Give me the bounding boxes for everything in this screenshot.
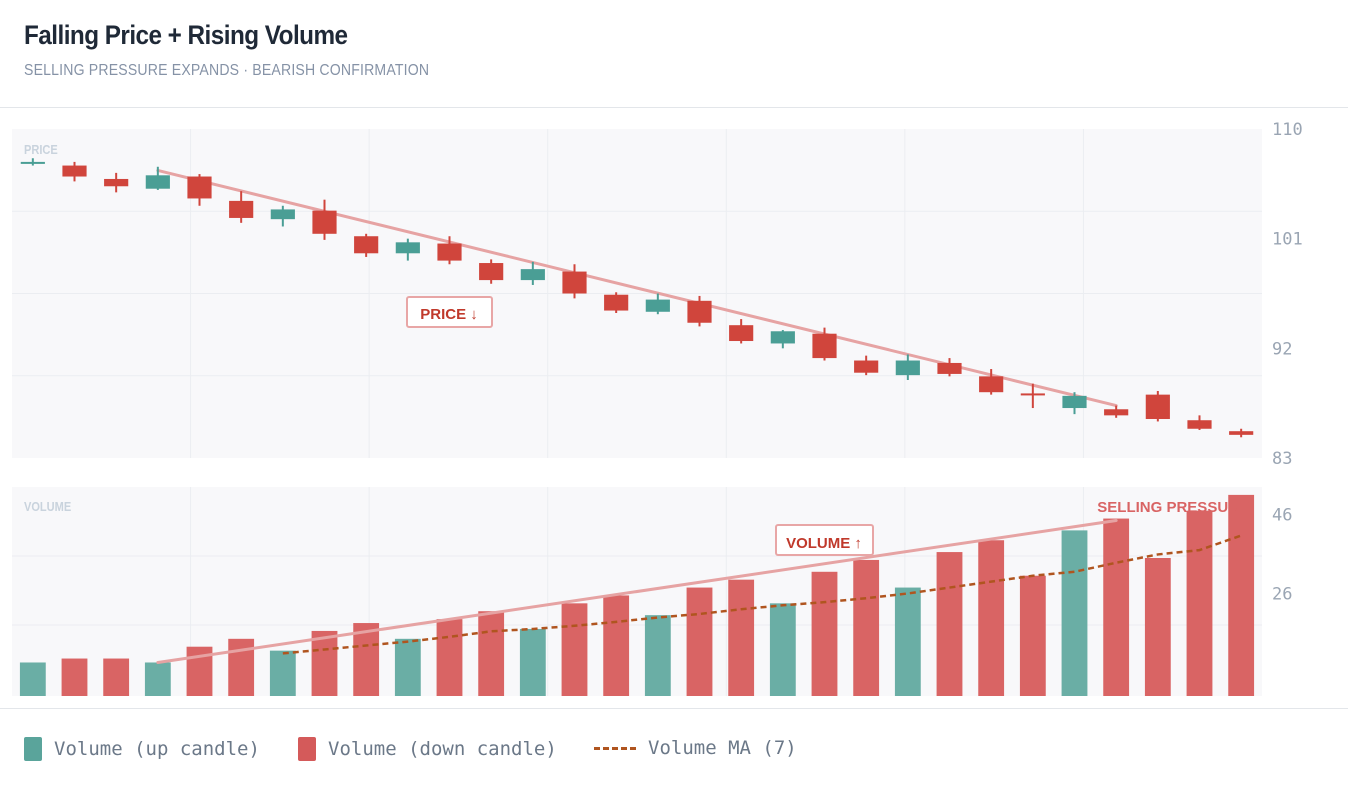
chart-subtitle: SELLING PRESSURE EXPANDS · BEARISH CONFI…	[24, 62, 430, 79]
chart-area: PRICE VOLUME 110 101 92 83 46 26 PRICE ↓ VOLUME ↑…	[12, 120, 1303, 696]
volume-bar	[519, 628, 546, 696]
candle-body	[1187, 420, 1212, 429]
candle-body	[229, 200, 254, 218]
volume-bar	[394, 638, 421, 696]
candle-body	[270, 209, 295, 220]
legend-swatch-up	[24, 737, 42, 761]
volume-panel-label: VOLUME	[24, 499, 71, 514]
candle-body	[395, 242, 420, 254]
candle-body	[187, 176, 212, 199]
candle-body	[645, 299, 670, 312]
legend-label-up: Volume (up candle)	[54, 738, 260, 760]
volume-tick-label: 46	[1272, 506, 1292, 526]
volume-bar	[1103, 518, 1130, 696]
chart-header: Falling Price + Rising Volume SELLING PR…	[0, 0, 1348, 108]
candle-body	[104, 178, 129, 187]
candle-body	[20, 161, 45, 164]
volume-bar	[1144, 557, 1171, 696]
candle-body	[1062, 395, 1087, 409]
price-annotation: PRICE ↓	[420, 306, 478, 323]
volume-bar	[61, 658, 88, 696]
volume-bar	[1228, 494, 1255, 696]
volume-annotation: VOLUME ↑	[786, 535, 862, 552]
volume-bar	[144, 662, 171, 696]
volume-bar	[103, 658, 130, 696]
legend-item-up: Volume (up candle)	[24, 737, 260, 761]
volume-bar	[561, 603, 588, 696]
volume-bar	[936, 552, 963, 696]
candle-body	[979, 376, 1004, 393]
candle-body	[812, 333, 837, 359]
candle-body	[604, 294, 629, 311]
selling-pressure-tag: SELLING PRESSURE	[1097, 499, 1249, 516]
volume-ma-line	[282, 534, 1242, 655]
candle-body	[729, 325, 754, 342]
candle-body	[1145, 394, 1170, 420]
volume-bar	[644, 615, 671, 696]
candle-body	[62, 165, 87, 177]
legend-swatch-down	[298, 737, 316, 761]
chart-title: Falling Price + Rising Volume	[24, 20, 348, 50]
volume-bar	[269, 650, 296, 696]
volume-bar	[478, 611, 505, 696]
candle-body	[312, 210, 337, 234]
volume-bar	[769, 603, 796, 696]
candle-body	[1229, 431, 1254, 435]
candle-body	[1020, 393, 1045, 396]
candle-body	[854, 360, 879, 373]
candle-body	[145, 175, 170, 189]
volume-bar	[19, 662, 46, 696]
volume-bar	[436, 619, 463, 696]
volume-annotation-box	[775, 524, 874, 556]
candle-body	[687, 300, 712, 323]
candle-body	[937, 362, 962, 374]
price-tick-label: 101	[1272, 230, 1303, 250]
candle-body	[562, 271, 587, 294]
legend-label-ma: Volume MA (7)	[648, 737, 797, 759]
volume-tick-label: 26	[1272, 584, 1292, 604]
volume-bar	[311, 630, 338, 696]
volume-bar	[811, 571, 838, 696]
volume-bar	[1019, 575, 1046, 696]
candle-body	[895, 360, 920, 376]
volume-bar	[978, 540, 1005, 696]
price-tick-label: 83	[1272, 449, 1292, 469]
volume-bar	[353, 623, 380, 696]
volume-bar	[894, 587, 921, 696]
volume-bar	[686, 587, 713, 696]
candle-body	[437, 243, 462, 261]
price-tick-label: 110	[1272, 120, 1303, 140]
volume-bar	[603, 595, 630, 696]
legend-item-ma: Volume MA (7)	[594, 737, 797, 759]
candle-body	[479, 263, 504, 281]
legend-swatch-ma	[594, 746, 636, 750]
candle-body	[354, 236, 379, 254]
volume-bar	[1061, 530, 1088, 696]
volume-bar	[728, 579, 755, 696]
price-tick-label: 92	[1272, 339, 1292, 359]
candle-body	[1104, 409, 1129, 416]
volume-trend-line	[156, 519, 1118, 664]
legend-label-down: Volume (down candle)	[328, 738, 557, 760]
candle-body	[770, 331, 795, 344]
candle-body	[520, 269, 545, 281]
chart-legend: Volume (up candle) Volume (down candle) …	[0, 708, 1348, 787]
legend-item-down: Volume (down candle)	[298, 737, 557, 761]
price-annotation-box	[406, 296, 493, 328]
price-panel-label: PRICE	[24, 142, 58, 157]
volume-bar	[1186, 510, 1213, 696]
volume-bar	[853, 559, 880, 696]
